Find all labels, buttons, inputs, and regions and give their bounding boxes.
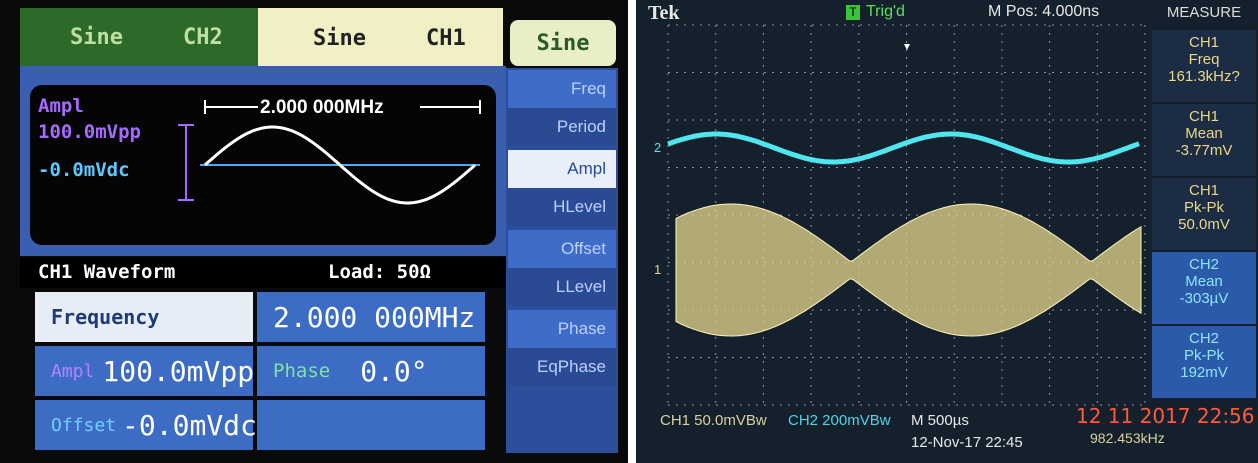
menu-item[interactable]: EqPhase — [508, 348, 616, 386]
ch1-scale: CH1 50.0mVBw — [660, 412, 767, 429]
param-empty — [257, 400, 485, 450]
param-label[interactable]: Frequency — [35, 292, 253, 342]
menu-item[interactable]: Ampl — [508, 150, 616, 188]
param-label: Offset — [51, 415, 116, 436]
measurement-channel: CH2 — [1152, 330, 1256, 347]
channel-marker: 1 — [654, 262, 661, 277]
measurement-name: Pk-Pk — [1152, 347, 1256, 364]
status-title: CH1 Waveform — [38, 261, 175, 283]
trigger-frequency: 982.453kHz — [1090, 430, 1165, 446]
param-value: 100.0mVpp — [102, 355, 254, 388]
measurement-channel: CH1 — [1152, 34, 1256, 51]
measurement-name: Pk-Pk — [1152, 199, 1256, 216]
param-value: 2.000 000MHz — [257, 292, 485, 342]
param-value: -0.0mVdc — [122, 409, 257, 442]
measurement-value: 192mV — [1152, 364, 1256, 381]
menu-item[interactable]: Offset — [508, 230, 616, 268]
measurement-value: 161.3kHz? — [1152, 68, 1256, 85]
oscilloscope: Tek T Trig'd M Pos: 4.000ns MEASURE 2 1 … — [636, 0, 1258, 463]
timebase: M 500µs — [911, 412, 969, 429]
menu-item[interactable]: Phase — [508, 310, 616, 348]
load: Load: 50Ω — [328, 261, 431, 283]
param-row[interactable]: Ampl 100.0mVpp — [35, 346, 253, 396]
measurement-name: Mean — [1152, 273, 1256, 290]
menu-item[interactable]: LLevel — [508, 268, 616, 306]
measurement-channel: CH1 — [1152, 108, 1256, 125]
param-row[interactable]: Phase 0.0° — [257, 346, 485, 396]
menu-item[interactable]: HLevel — [508, 188, 616, 226]
param-value: 0.0° — [360, 355, 427, 388]
menu-item[interactable]: Period — [508, 108, 616, 146]
ch2-scale: CH2 200mVBw — [788, 412, 891, 429]
measurement-name: Freq — [1152, 51, 1256, 68]
measurement-channel: CH2 — [1152, 256, 1256, 273]
photo-stamp: 12 11 2017 22:56 — [1076, 404, 1255, 428]
measurement-name: Mean — [1152, 125, 1256, 142]
measurement-channel: CH1 — [1152, 182, 1256, 199]
channel-marker: 2 — [654, 140, 661, 155]
param-label: Ampl — [51, 361, 94, 382]
param-label: Phase — [273, 360, 330, 382]
date: 12-Nov-17 22:45 — [911, 434, 1023, 451]
measurement-value: -3.77mV — [1152, 142, 1256, 159]
measurement-value: 50.0mV — [1152, 216, 1256, 233]
measurement-value: -303µV — [1152, 290, 1256, 307]
param-row[interactable]: Offset-0.0mVdc — [35, 400, 253, 450]
menu-item[interactable]: Freq — [508, 70, 616, 108]
status-bar: CH1 Waveform Load: 50Ω — [20, 258, 506, 288]
page: SineCH2 SineCH1 Sine Ampl 100.0mVpp -0.0… — [0, 0, 1258, 463]
